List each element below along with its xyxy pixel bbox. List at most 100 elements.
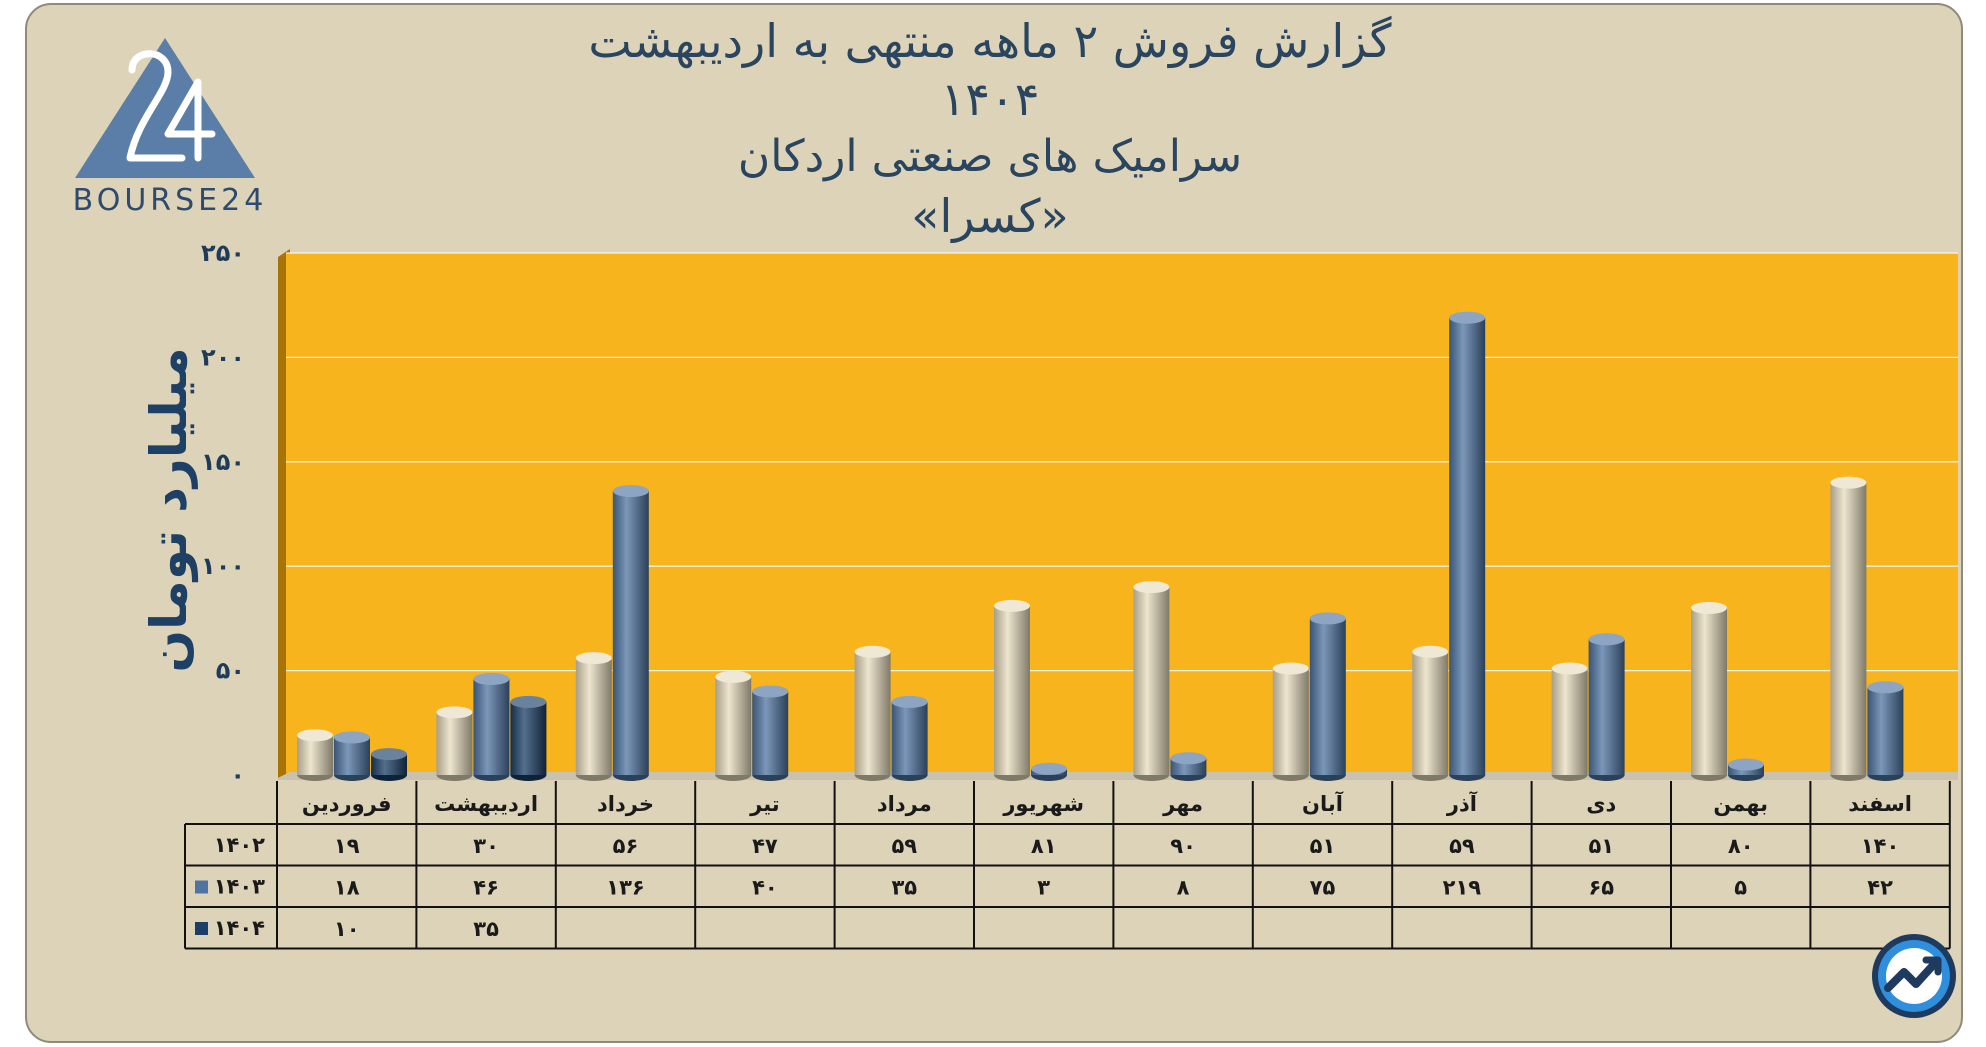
- y-axis-label: میلیارد تومان: [140, 347, 199, 672]
- bar-cap: [436, 706, 473, 719]
- bar: [334, 731, 370, 781]
- bar-body: [994, 605, 1030, 775]
- bar: [473, 672, 510, 781]
- series-name: ۱۴۰۴: [214, 916, 265, 940]
- bar-body: [715, 676, 752, 775]
- data-label: ۹۰: [1170, 834, 1196, 858]
- bar: [371, 748, 407, 781]
- data-label: ۱۰: [334, 917, 360, 941]
- chart-title: گزارش فروش ۲ ماهه منتهی به اردیبهشت ۱۴۰۴…: [560, 12, 1420, 246]
- bar-cap: [1272, 662, 1309, 675]
- bar: [1588, 633, 1625, 781]
- category-label: فروردین: [302, 792, 392, 816]
- logo-triangle: [75, 38, 255, 178]
- data-label: ۳۵: [473, 917, 499, 941]
- data-label: ۵۹: [891, 834, 917, 858]
- category-label: مرداد: [877, 792, 932, 816]
- data-label: ۵۱: [1588, 834, 1614, 858]
- bar-body: [1830, 482, 1867, 775]
- legend-swatch: [195, 922, 208, 935]
- data-label: ۴۲: [1867, 876, 1893, 900]
- data-label: ۵۹: [1449, 834, 1475, 858]
- plot-area: [286, 253, 1958, 775]
- bar: [1133, 581, 1170, 781]
- bar-cap: [994, 599, 1030, 612]
- bar: [1272, 662, 1309, 781]
- y-tick-label: ۲۰۰: [201, 343, 245, 371]
- bar-cap: [854, 645, 891, 658]
- bar-body: [334, 737, 370, 775]
- category-label: آبان: [1302, 791, 1344, 816]
- data-label: ۴۰: [752, 876, 778, 900]
- bar-cap: [1412, 645, 1449, 658]
- bar-cap: [1170, 752, 1207, 765]
- bar-cap: [1551, 662, 1588, 675]
- plot-floor: [278, 772, 1958, 780]
- bar-cap: [510, 695, 547, 708]
- bar-cap: [473, 672, 510, 685]
- y-tick-label: ۵۰: [216, 657, 245, 685]
- bar-body: [612, 491, 649, 775]
- bar-body: [510, 701, 547, 775]
- bar: [1170, 752, 1207, 781]
- data-label: ۱۸: [334, 876, 360, 900]
- bar: [436, 706, 473, 781]
- data-label: ۴۶: [473, 876, 499, 900]
- logo-text: BOURSE24: [72, 183, 268, 218]
- bar-cap: [575, 652, 612, 665]
- data-label: ۷۵: [1310, 876, 1336, 900]
- data-label: ۳۰: [473, 834, 499, 858]
- trend-badge-icon: [1872, 934, 1956, 1018]
- bar-body: [1133, 587, 1170, 775]
- bar-body: [1449, 317, 1486, 775]
- category-label: اسفند: [1848, 792, 1912, 816]
- bar: [1412, 645, 1449, 781]
- bar-body: [436, 712, 473, 775]
- bar: [715, 670, 752, 781]
- category-label: آذر: [1446, 791, 1478, 816]
- bar: [1449, 311, 1486, 781]
- bar-cap: [891, 695, 928, 708]
- bar-cap: [715, 670, 752, 683]
- bar: [994, 599, 1030, 781]
- bar-cap: [1830, 476, 1867, 489]
- bar-body: [1551, 668, 1588, 775]
- category-label: مهر: [1162, 792, 1203, 816]
- bar-body: [575, 658, 612, 775]
- bar: [1728, 758, 1764, 781]
- bar-body: [1867, 687, 1904, 775]
- bar: [510, 695, 547, 781]
- bar-body: [1588, 639, 1625, 775]
- bar-cap: [1588, 633, 1625, 646]
- bar-cap: [1867, 681, 1904, 694]
- data-label: ۱۴۰: [1861, 834, 1899, 858]
- data-label: ۱۹: [334, 834, 360, 858]
- bar-body: [1691, 607, 1727, 775]
- bar-cap: [612, 485, 649, 498]
- title-line-3: «کسرا»: [911, 189, 1069, 243]
- data-label: ۴۷: [752, 834, 778, 858]
- bar: [1551, 662, 1588, 781]
- data-label: ۵۶: [613, 834, 639, 858]
- series-name: ۱۴۰۳: [214, 875, 265, 899]
- bar-body: [891, 701, 928, 775]
- data-label: ۳: [1037, 876, 1050, 900]
- bar-body: [1272, 668, 1309, 775]
- bar-cap: [334, 731, 370, 744]
- bar: [612, 485, 649, 781]
- bar-body: [297, 735, 333, 775]
- title-line-2: سرامیک های صنعتی اردکان: [737, 131, 1243, 182]
- data-label: ۵۱: [1310, 834, 1336, 858]
- bar: [752, 685, 789, 781]
- bar-cap: [1691, 601, 1727, 614]
- data-label: ۸۱: [1031, 834, 1057, 858]
- bar: [1691, 601, 1727, 781]
- category-label: دی: [1586, 792, 1616, 816]
- bar-cap: [752, 685, 789, 698]
- bar-cap: [1309, 612, 1346, 625]
- category-label: خرداد: [597, 792, 654, 816]
- series-name: ۱۴۰۲: [214, 833, 265, 857]
- y-tick-label: ۱۰۰: [201, 552, 245, 580]
- bar-body: [854, 651, 891, 775]
- bar-body: [1309, 618, 1346, 775]
